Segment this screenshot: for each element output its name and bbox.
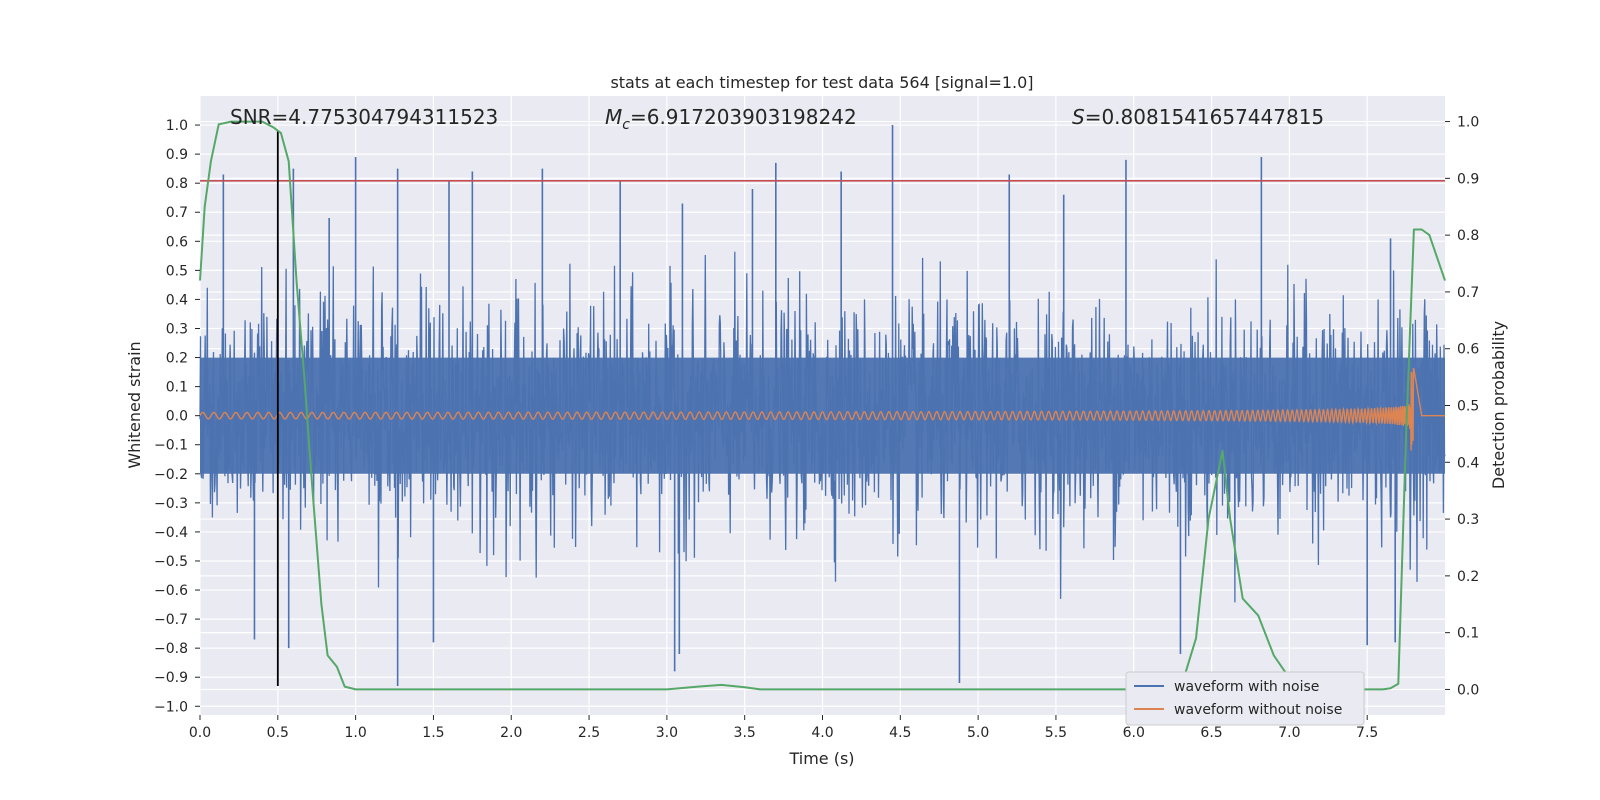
- y-right-tick-label: 0.7: [1457, 285, 1479, 301]
- chirp-trace: [199, 368, 1445, 451]
- y-left-tick-label: −0.3: [154, 496, 188, 512]
- chirp-mass-symbol: M: [605, 105, 622, 129]
- chirp-mass-subscript: c: [622, 117, 630, 133]
- y-right-tick-label: 0.4: [1457, 455, 1479, 471]
- y-left-tick-label: 0.3: [166, 321, 188, 337]
- x-axis-label: Time (s): [788, 749, 854, 768]
- y-right-tick-label: 0.5: [1457, 399, 1479, 415]
- snr-annotation: SNR=4.775304794311523: [230, 105, 498, 129]
- y-left-tick-label: −1.0: [154, 699, 188, 715]
- y-right-tick-label: 0.9: [1457, 171, 1479, 187]
- y-left-tick-label: −0.8: [154, 641, 188, 657]
- x-tick-labels: 0.0 0.5 1.0 1.5 2.0 2.5 3.0 3.5 4.0 4.5 5.0 5.5 6.0 6…: [189, 715, 1378, 741]
- chart-title: stats at each timestep for test data 564…: [610, 73, 1033, 92]
- x-tick-label: 6.0: [1123, 725, 1145, 741]
- x-tick-label: 2.0: [500, 725, 522, 741]
- y-left-tick-label: −0.2: [154, 467, 188, 483]
- y-left-tick-label: 0.0: [166, 409, 188, 425]
- series-waveform-without-noise: [199, 368, 1445, 451]
- y-left-tick-label: −0.4: [154, 525, 188, 541]
- y-left-tick-label: 0.8: [166, 176, 188, 192]
- y-left-tick-label: 0.7: [166, 205, 188, 221]
- x-tick-label: 1.0: [344, 725, 366, 741]
- x-tick-label: 4.0: [811, 725, 833, 741]
- legend-label-waveform-without-noise: waveform without noise: [1174, 702, 1342, 718]
- y-left-tick-label: −0.9: [154, 670, 188, 686]
- legend-box: [1125, 671, 1365, 726]
- y-axis-left-label: Whitened strain: [125, 341, 144, 468]
- x-tick-label: 2.5: [578, 725, 600, 741]
- score-symbol: S: [1072, 105, 1085, 129]
- y-right-tick-label: 0.1: [1457, 626, 1479, 642]
- y-right-tick-labels: 1.0 0.9 0.8 0.7 0.6 0.5 0.4 0.3 0.2 0.1 0.0: [1445, 115, 1479, 698]
- score-annotation: S=0.8081541657447815: [1072, 105, 1324, 129]
- y-right-tick-label: 0.2: [1457, 569, 1479, 585]
- x-tick-label: 6.5: [1200, 725, 1222, 741]
- y-left-tick-label: −0.6: [154, 583, 188, 599]
- x-tick-label: 3.0: [656, 725, 678, 741]
- score-value: =0.8081541657447815: [1085, 105, 1324, 129]
- x-tick-label: 0.5: [267, 725, 289, 741]
- y-right-tick-label: 0.8: [1457, 228, 1479, 244]
- y-left-tick-label: 0.1: [166, 380, 188, 396]
- chirp-mass-annotation: Mc=6.917203903198242: [605, 105, 857, 133]
- y-left-tick-label: 0.2: [166, 351, 188, 367]
- y-right-tick-label: 0.3: [1457, 512, 1479, 528]
- y-right-tick-label: 0.0: [1457, 682, 1479, 698]
- y-left-tick-label: 1.0: [166, 118, 188, 134]
- legend-label-waveform-with-noise: waveform with noise: [1174, 679, 1319, 695]
- y-left-tick-label: −0.5: [154, 554, 188, 570]
- x-tick-label: 0.0: [189, 725, 211, 741]
- x-tick-label: 5.5: [1045, 725, 1067, 741]
- reference-lines: [200, 130, 1445, 686]
- noise-band: [200, 357, 1445, 474]
- y-right-tick-label: 1.0: [1457, 115, 1479, 131]
- y-right-tick-label: 0.6: [1457, 342, 1479, 358]
- y-left-tick-label: 0.5: [166, 263, 188, 279]
- y-left-tick-labels: 1.0 0.9 0.8 0.7 0.6 0.5 0.4 0.3 0.2 0.1 0.0 −0.1 −0.…: [154, 118, 200, 715]
- y-left-tick-label: −0.1: [154, 438, 188, 454]
- y-left-tick-label: 0.6: [166, 234, 188, 250]
- x-tick-label: 4.5: [889, 725, 911, 741]
- y-left-tick-label: 0.9: [166, 147, 188, 163]
- x-tick-label: 7.0: [1278, 725, 1300, 741]
- y-left-tick-label: −0.7: [154, 612, 188, 628]
- x-tick-label: 7.5: [1356, 725, 1378, 741]
- chirp-mass-value: =6.917203903198242: [630, 105, 857, 129]
- y-axis-right-label: Detection probability: [1489, 321, 1508, 489]
- x-tick-label: 3.5: [734, 725, 756, 741]
- y-left-tick-label: 0.4: [166, 292, 188, 308]
- legend: waveform with noise waveform without noi…: [1125, 671, 1365, 726]
- x-tick-label: 1.5: [422, 725, 444, 741]
- x-tick-label: 5.0: [967, 725, 989, 741]
